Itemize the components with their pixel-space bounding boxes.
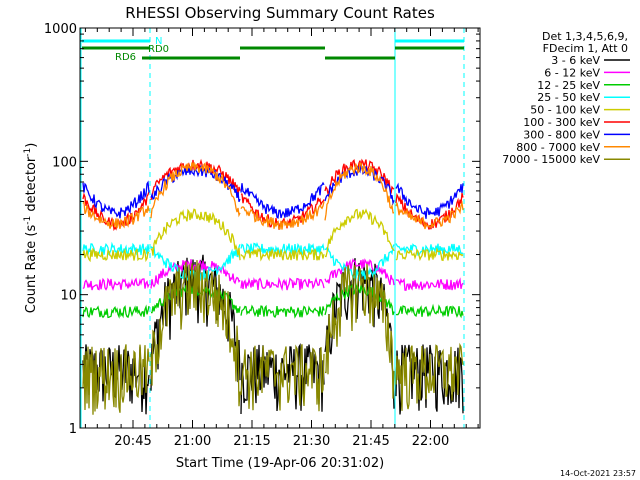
x-tick-label: 22:00 [412, 434, 449, 449]
n-annotation: N [155, 36, 162, 47]
y-axis-label-sup2: -1 [23, 148, 33, 157]
series-line-1 [82, 258, 464, 292]
rd0-annotation: RD0 [148, 44, 169, 55]
series-line-8 [82, 260, 464, 415]
y-tick-label: 10 [60, 289, 77, 304]
legend: Det 1,3,4,5,6,9, FDecim 1, Att 0 3 - 6 k… [502, 30, 630, 166]
y-axis-label-end: ) [24, 143, 39, 148]
legend-label: 12 - 25 keV [537, 79, 600, 92]
chart-title: RHESSI Observing Summary Count Rates [125, 4, 435, 22]
series-line-7 [82, 162, 464, 230]
legend-label: 100 - 300 keV [523, 116, 600, 129]
x-tick-label: 21:30 [293, 434, 330, 449]
legend-label: 7000 - 15000 keV [502, 153, 600, 166]
x-tick-label: 21:15 [233, 434, 270, 449]
y-tick-label: 100 [52, 155, 77, 170]
axes-frame [79, 27, 481, 429]
series-line-4 [82, 208, 464, 263]
footer-date: 14-Oct-2021 23:57 [560, 469, 636, 478]
rd6-annotation: RD6 [115, 52, 136, 63]
x-axis-label: Start Time (19-Apr-06 20:31:02) [176, 456, 384, 471]
legend-label: 300 - 800 keV [523, 128, 600, 141]
legend-label: 3 - 6 keV [551, 54, 600, 67]
plot-area [80, 28, 465, 428]
x-tick-label: 20:45 [114, 434, 151, 449]
x-tick-label: 21:45 [352, 434, 389, 449]
legend-label: 25 - 50 keV [537, 91, 600, 104]
y-axis: 1 10 100 1000 [44, 22, 480, 437]
y-axis-label-sup1: -1 [23, 216, 33, 225]
y-axis-label-main: Count Rate (s [24, 225, 39, 314]
legend-header-line2: FDecim 1, Att 0 [543, 42, 628, 55]
y-tick-label: 1 [69, 422, 77, 437]
y-tick-label: 1000 [44, 22, 77, 37]
legend-label: 6 - 12 keV [544, 66, 600, 79]
legend-label: 800 - 7000 keV [516, 141, 600, 154]
x-tick-label: 21:00 [174, 434, 211, 449]
x-axis: 20:45 21:00 21:15 21:30 21:45 22:00 [84, 28, 479, 449]
legend-header-line1: Det 1,3,4,5,6,9, [542, 30, 628, 43]
series-line-3 [82, 241, 464, 283]
legend-label: 50 - 100 keV [530, 104, 600, 117]
y-axis-label: Count Rate (s-1 detector-1) [23, 143, 39, 314]
y-axis-label-mid: detector [24, 156, 39, 216]
